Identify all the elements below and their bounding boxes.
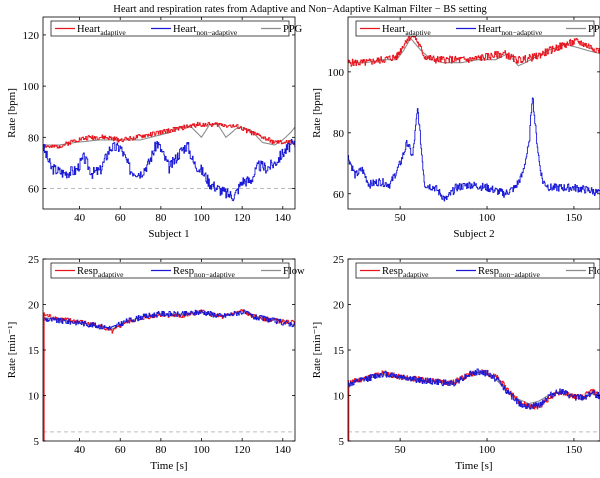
y-tick-label: 15 bbox=[28, 345, 40, 357]
y-tick-label: 20 bbox=[333, 300, 345, 312]
series-line-heart-adaptive bbox=[348, 31, 600, 67]
legend-entry: Flow bbox=[261, 266, 305, 277]
x-tick-label: 60 bbox=[115, 212, 127, 224]
x-tick-label: 140 bbox=[275, 212, 292, 224]
legend-label: PPG bbox=[588, 24, 600, 35]
series-line-resp-non-adaptive bbox=[348, 368, 600, 410]
series-line-resp-non-adaptive bbox=[43, 309, 295, 331]
figure-title: Heart and respiration rates from Adaptiv… bbox=[113, 4, 487, 15]
legend-entry: Respnon−adaptive bbox=[151, 266, 236, 279]
chart-panel-hr1: 40 60 80 100 120 140 60 80 100 120 Subject 1 Rate [… bbox=[6, 16, 303, 240]
x-tick-label: 100 bbox=[193, 444, 210, 456]
y-tick-label: 80 bbox=[333, 128, 345, 140]
legend-label: Respnon−adaptive bbox=[173, 266, 236, 279]
axes-frame bbox=[347, 16, 600, 210]
legend: Respadaptive Respnon−adaptive Flow bbox=[50, 262, 305, 279]
legend: Heartadaptive Heartnon−adaptive PPG bbox=[355, 20, 600, 37]
x-tick-label: 50 bbox=[395, 444, 407, 456]
legend-label: PPG bbox=[283, 24, 303, 35]
legend-label: Respnon−adaptive bbox=[478, 266, 541, 279]
y-tick-label: 60 bbox=[28, 184, 40, 196]
legend-label: Heartnon−adaptive bbox=[478, 24, 543, 37]
legend-entry: Flow bbox=[566, 266, 600, 277]
legend-label: Heartadaptive bbox=[77, 24, 126, 37]
series-line-heart-non-adaptive bbox=[348, 97, 600, 202]
x-tick-label: 120 bbox=[234, 444, 251, 456]
y-tick-label: 100 bbox=[23, 81, 40, 93]
series-line-flow bbox=[348, 372, 600, 405]
y-axis-label: Rate [bpm] bbox=[311, 88, 323, 138]
x-tick-label: 80 bbox=[155, 212, 167, 224]
chart-panel-rr2: 50 100 150 5 10 15 20 25 Time [s] Rate [min⁻¹] Res… bbox=[311, 254, 600, 472]
legend-entry: PPG bbox=[566, 24, 600, 35]
legend-entry: Respadaptive bbox=[360, 266, 429, 279]
y-axis-label: Rate [min⁻¹] bbox=[6, 322, 18, 378]
y-tick-label: 5 bbox=[339, 436, 345, 448]
x-tick-label: 60 bbox=[115, 444, 127, 456]
y-axis-label: Rate [bpm] bbox=[6, 88, 18, 138]
x-tick-label: 100 bbox=[479, 212, 496, 224]
x-tick-label: 150 bbox=[566, 444, 583, 456]
y-tick-label: 120 bbox=[23, 30, 40, 42]
legend-entry: Heartadaptive bbox=[360, 24, 431, 37]
x-tick-label: 100 bbox=[193, 212, 210, 224]
x-tick-label: 150 bbox=[566, 212, 583, 224]
chart-panel-rr1: 40 60 80 100 120 140 5 10 15 20 25 Time [s] Rate [mi… bbox=[6, 254, 305, 472]
legend-entry: Respadaptive bbox=[55, 266, 124, 279]
legend: Heartadaptive Heartnon−adaptive PPG bbox=[50, 20, 303, 37]
legend-entry: Heartnon−adaptive bbox=[151, 24, 238, 37]
series-line-heart-adaptive bbox=[43, 121, 295, 149]
y-tick-label: 20 bbox=[28, 300, 40, 312]
legend-entry: Heartadaptive bbox=[55, 24, 126, 37]
y-tick-label: 60 bbox=[333, 189, 345, 201]
x-tick-label: 120 bbox=[234, 212, 251, 224]
x-tick-label: 80 bbox=[155, 444, 167, 456]
x-axis-label: Time [s] bbox=[150, 460, 187, 472]
legend-label: Respadaptive bbox=[382, 266, 429, 279]
y-tick-label: 15 bbox=[333, 345, 345, 357]
legend-entry: PPG bbox=[261, 24, 303, 35]
y-axis-label: Rate [min⁻¹] bbox=[311, 322, 323, 378]
y-tick-label: 10 bbox=[28, 391, 40, 403]
legend: Respadaptive Respnon−adaptive Flow bbox=[355, 262, 600, 279]
x-tick-label: 50 bbox=[395, 212, 407, 224]
legend-entry: Respnon−adaptive bbox=[456, 266, 541, 279]
chart-panel-hr2: 50 100 150 60 80 100 Subject 2 Rate [bpm] Hearta… bbox=[311, 16, 600, 240]
axes-frame bbox=[42, 258, 296, 442]
legend-label: Heartnon−adaptive bbox=[173, 24, 238, 37]
x-axis-label: Time [s] bbox=[455, 460, 492, 472]
x-tick-label: 140 bbox=[275, 444, 292, 456]
x-axis-label: Subject 2 bbox=[453, 228, 494, 240]
y-tick-label: 25 bbox=[28, 254, 40, 266]
x-tick-label: 100 bbox=[479, 444, 496, 456]
legend-label: Flow bbox=[283, 266, 305, 277]
y-tick-label: 80 bbox=[28, 132, 40, 144]
x-axis-label: Subject 1 bbox=[148, 228, 189, 240]
series-line-heart-non-adaptive bbox=[43, 138, 295, 202]
axes-frame bbox=[347, 258, 600, 442]
x-tick-label: 40 bbox=[74, 212, 86, 224]
legend-label: Respadaptive bbox=[77, 266, 124, 279]
x-tick-label: 40 bbox=[74, 444, 86, 456]
y-tick-label: 25 bbox=[333, 254, 345, 266]
axes-frame bbox=[42, 16, 296, 210]
y-tick-label: 5 bbox=[34, 436, 40, 448]
legend-label: Flow bbox=[588, 266, 600, 277]
legend-label: Heartadaptive bbox=[382, 24, 431, 37]
y-tick-label: 10 bbox=[333, 391, 345, 403]
y-tick-label: 100 bbox=[328, 67, 345, 79]
legend-entry: Heartnon−adaptive bbox=[456, 24, 543, 37]
